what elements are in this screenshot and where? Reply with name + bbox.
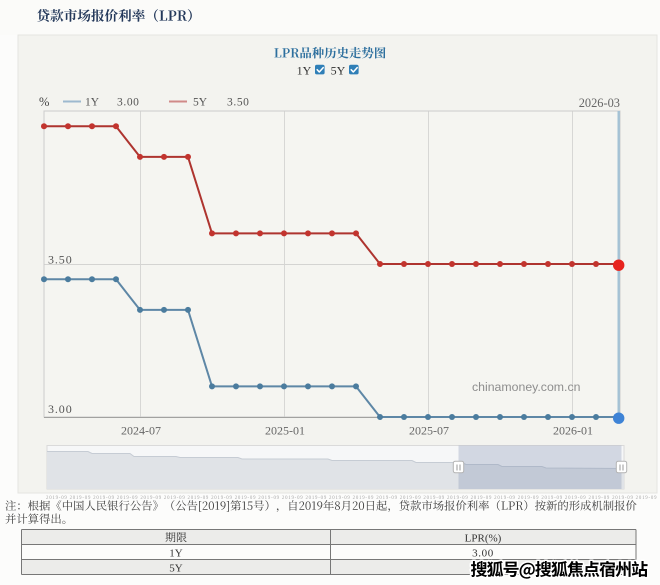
svg-text:5Y: 5Y <box>331 64 346 78</box>
svg-text:2026-01: 2026-01 <box>553 423 593 437</box>
svg-text:3.50: 3.50 <box>48 252 73 266</box>
svg-text:%: % <box>39 95 49 109</box>
svg-text:2019-09 2019-09 2019-09 2019-0: 2019-09 2019-09 2019-09 2019-09 2019-09 … <box>46 496 657 501</box>
svg-text:3.00: 3.00 <box>117 97 140 109</box>
svg-text:2025-01: 2025-01 <box>265 423 305 437</box>
svg-text:2026-03: 2026-03 <box>579 96 620 110</box>
svg-text:3.00: 3.00 <box>48 402 73 416</box>
svg-text:LPR(%): LPR(%) <box>465 532 502 544</box>
svg-text:5Y: 5Y <box>193 97 208 109</box>
svg-text:2024-07: 2024-07 <box>121 423 161 437</box>
svg-text:2025-07: 2025-07 <box>409 423 449 437</box>
svg-text:1Y: 1Y <box>169 547 183 559</box>
svg-text:chinamoney.com.cn: chinamoney.com.cn <box>472 380 581 394</box>
svg-text:3.50: 3.50 <box>227 97 250 109</box>
svg-text:1Y: 1Y <box>297 64 312 78</box>
svg-text:3.00: 3.00 <box>472 547 494 559</box>
svg-text:1Y: 1Y <box>85 97 100 109</box>
svg-text:5Y: 5Y <box>169 562 183 574</box>
